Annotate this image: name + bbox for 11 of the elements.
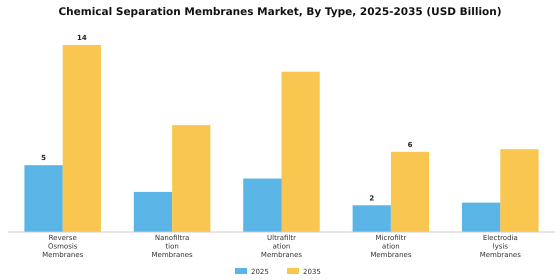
chart-title: Chemical Separation Membranes Market, By Type, 2025-2035 (USD Billion) (58, 6, 502, 18)
bar (500, 149, 539, 232)
bar (24, 165, 63, 232)
bar (282, 72, 320, 232)
bar (352, 205, 391, 232)
bar (62, 44, 101, 232)
bar (243, 178, 282, 232)
bar (134, 192, 172, 232)
bar (390, 152, 430, 232)
bar (462, 202, 500, 232)
bar (172, 125, 210, 232)
